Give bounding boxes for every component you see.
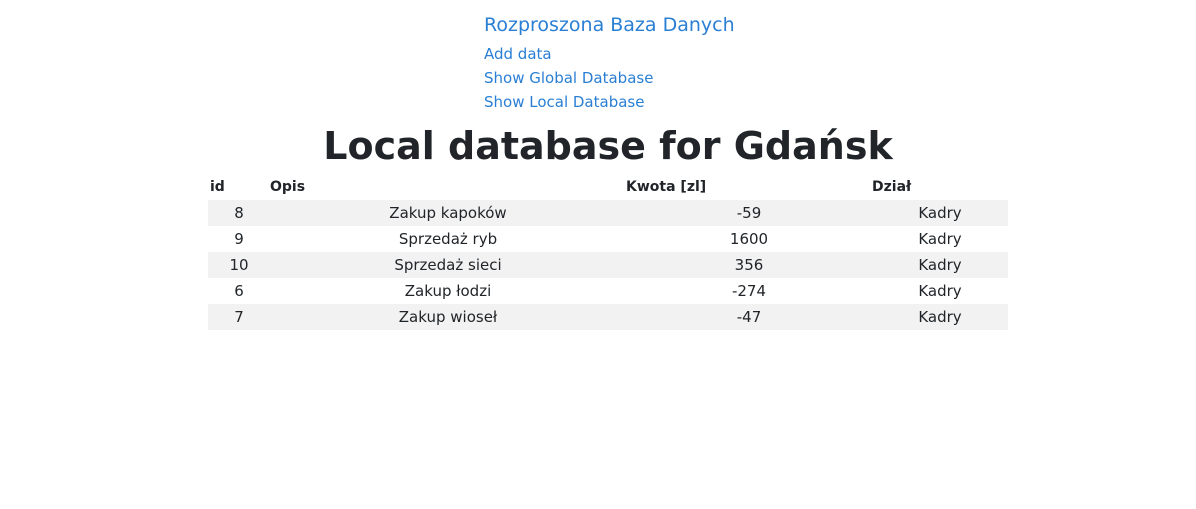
column-header-kwota: Kwota [zl] [626, 179, 707, 195]
table-row: 8 Zakup kapoków -59 Kadry [208, 200, 1008, 226]
cell-id: 8 [234, 204, 244, 222]
nav-link-local-database[interactable]: Show Local Database [484, 93, 645, 111]
cell-opis: Zakup wioseł [398, 308, 498, 326]
table-row: 7 Zakup wioseł -47 Kadry [208, 304, 1008, 330]
table-header-row: id Opis Kwota [zl] Dział [208, 174, 1008, 200]
cell-kwota: -274 [731, 282, 767, 300]
cell-opis: Sprzedaż ryb [398, 230, 498, 248]
local-database-table: id Opis Kwota [zl] Dział 8 Zakup kapoków… [208, 174, 1008, 330]
cell-dzial: Kadry [918, 256, 962, 274]
nav-links: Add data Show Global Database Show Local… [484, 42, 735, 114]
top-navigation: Rozproszona Baza Danych Add data Show Gl… [484, 10, 735, 114]
cell-kwota: 356 [734, 256, 764, 274]
cell-dzial: Kadry [918, 282, 962, 300]
cell-opis: Zakup łodzi [404, 282, 492, 300]
cell-kwota: -47 [736, 308, 762, 326]
column-header-id: id [210, 179, 225, 195]
column-header-dzial: Dział [872, 179, 912, 195]
cell-id: 9 [234, 230, 244, 248]
cell-id: 6 [234, 282, 244, 300]
cell-dzial: Kadry [918, 230, 962, 248]
brand-link[interactable]: Rozproszona Baza Danych [484, 14, 735, 36]
cell-opis: Sprzedaż sieci [394, 256, 502, 274]
page-title: Local database for Gdańsk [323, 124, 893, 168]
table-row: 6 Zakup łodzi -274 Kadry [208, 278, 1008, 304]
table-row: 10 Sprzedaż sieci 356 Kadry [208, 252, 1008, 278]
cell-dzial: Kadry [918, 308, 962, 326]
cell-kwota: 1600 [729, 230, 769, 248]
nav-link-add-data[interactable]: Add data [484, 45, 552, 63]
cell-dzial: Kadry [918, 204, 962, 222]
table-row: 9 Sprzedaż ryb 1600 Kadry [208, 226, 1008, 252]
cell-opis: Zakup kapoków [389, 204, 507, 222]
column-header-opis: Opis [270, 179, 306, 195]
cell-kwota: -59 [736, 204, 762, 222]
cell-id: 7 [234, 308, 244, 326]
cell-id: 10 [229, 256, 249, 274]
nav-link-global-database[interactable]: Show Global Database [484, 69, 654, 87]
